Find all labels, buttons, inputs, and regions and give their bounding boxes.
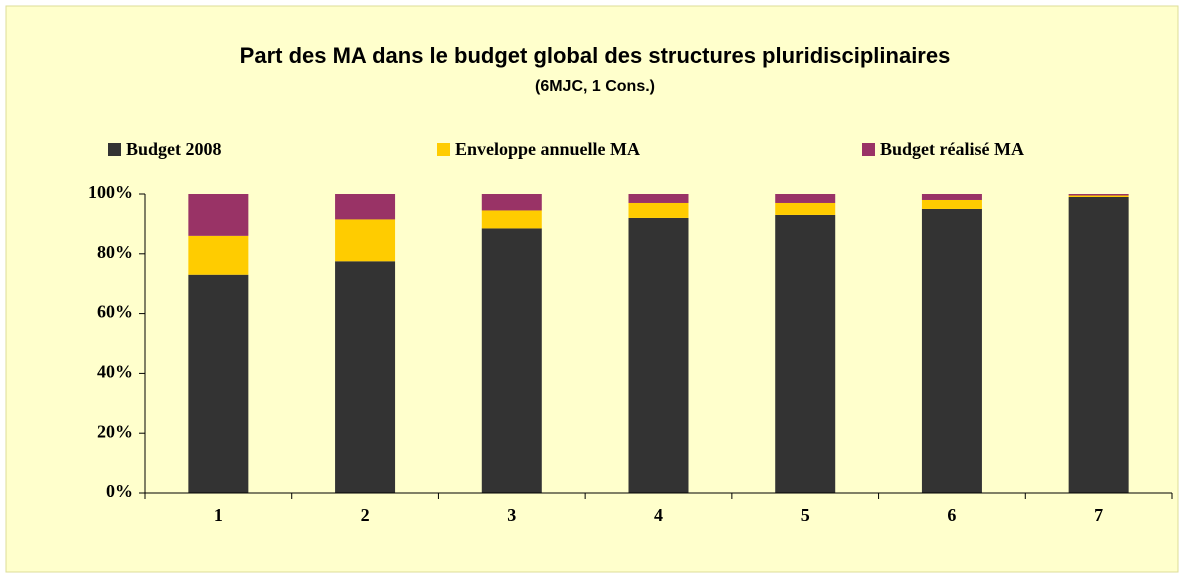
bar-segment <box>775 214 836 493</box>
bar-segment <box>1068 195 1129 197</box>
y-tick-label: 60% <box>97 302 133 322</box>
bar-segment <box>1068 194 1129 196</box>
bar-segment <box>628 194 689 203</box>
bar-segment <box>921 194 982 200</box>
x-tick-label: 4 <box>654 505 663 525</box>
legend-swatch <box>862 143 875 156</box>
x-tick-label: 1 <box>214 505 223 525</box>
y-tick-label: 40% <box>97 362 133 382</box>
chart-subtitle: (6MJC, 1 Cons.) <box>535 78 655 95</box>
legend-label: Budget 2008 <box>126 139 222 159</box>
bar-segment <box>188 235 249 275</box>
bar-segment <box>335 261 396 493</box>
legend-label: Budget réalisé MA <box>880 139 1024 159</box>
bar-segment <box>921 199 982 209</box>
x-tick-label: 5 <box>801 505 810 525</box>
bar-segment <box>481 194 542 211</box>
bar-segment <box>775 194 836 203</box>
x-tick-label: 6 <box>947 505 956 525</box>
bar-segment <box>628 217 689 494</box>
chart-title: Part des MA dans le budget global des st… <box>240 43 951 68</box>
bar-segment <box>775 202 836 215</box>
legend-swatch <box>108 143 121 156</box>
y-tick-label: 20% <box>97 421 133 441</box>
bar-segment <box>628 202 689 218</box>
bar-segment <box>188 274 249 493</box>
bar-segment <box>335 194 396 220</box>
legend-label: Enveloppe annuelle MA <box>455 139 640 159</box>
bar-segment <box>481 228 542 493</box>
bar-segment <box>188 194 249 236</box>
x-tick-label: 3 <box>507 505 516 525</box>
x-tick-label: 2 <box>361 505 370 525</box>
bar-segment <box>481 210 542 229</box>
bar-segment <box>921 208 982 493</box>
y-tick-label: 0% <box>106 481 133 501</box>
legend-swatch <box>437 143 450 156</box>
bar-segment <box>1068 196 1129 494</box>
legend: Budget 2008 Enveloppe annuelle MA Budget r… <box>108 139 1024 159</box>
bar-segment <box>335 219 396 262</box>
y-tick-label: 80% <box>97 242 133 262</box>
x-tick-label: 7 <box>1094 505 1103 525</box>
y-tick-label: 100% <box>88 182 133 202</box>
